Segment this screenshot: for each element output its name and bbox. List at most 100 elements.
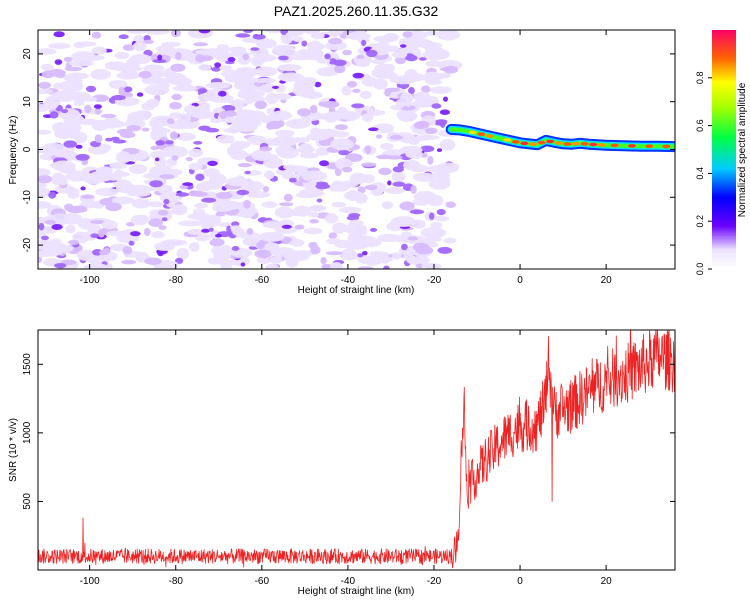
- noise-blob: [175, 84, 196, 92]
- noise-blob: [298, 143, 314, 156]
- signal-hotspot: [511, 140, 520, 144]
- colorbar-label: Normalized spectral amplitude: [737, 82, 748, 217]
- noise-blob: [205, 82, 231, 89]
- noise-blob: [272, 85, 279, 89]
- noise-blob: [429, 86, 452, 94]
- noise-blob: [106, 230, 128, 237]
- noise-blob: [94, 134, 103, 143]
- noise-blob: [409, 209, 425, 215]
- noise-blob: [227, 99, 254, 105]
- noise-blob: [293, 79, 314, 91]
- noise-blob: [357, 253, 364, 258]
- noise-blob: [227, 57, 236, 62]
- noise-blob: [330, 138, 354, 151]
- noise-blob: [364, 184, 378, 191]
- noise-blob: [364, 145, 372, 154]
- noise-blob: [148, 218, 164, 228]
- noise-blob: [171, 155, 179, 161]
- noise-blob: [51, 160, 76, 172]
- x-tick-label: -20: [427, 576, 442, 587]
- noise-blob: [383, 265, 390, 269]
- noise-blob: [309, 218, 319, 224]
- noise-blob: [391, 252, 402, 260]
- noise-blob: [111, 94, 126, 101]
- noise-blob: [370, 59, 387, 64]
- noise-blob: [360, 162, 377, 167]
- noise-blob: [413, 191, 438, 203]
- noise-blob: [38, 129, 52, 135]
- noise-blob: [243, 199, 251, 209]
- colorbar-tick-label: 0.4: [695, 167, 705, 180]
- noise-blob: [61, 259, 77, 265]
- noise-blob: [443, 96, 448, 102]
- noise-blob: [67, 76, 83, 87]
- noise-blob: [378, 167, 392, 176]
- noise-blob: [177, 220, 204, 227]
- noise-blob: [421, 85, 431, 93]
- noise-blob: [310, 32, 325, 40]
- noise-blob: [316, 67, 338, 77]
- noise-blob: [215, 233, 222, 238]
- noise-blob: [366, 49, 378, 58]
- noise-blob: [245, 181, 265, 192]
- noise-blob: [193, 42, 209, 47]
- noise-blob: [84, 104, 92, 113]
- noise-blob: [162, 168, 183, 176]
- noise-blob: [126, 58, 139, 66]
- noise-blob: [324, 53, 331, 60]
- noise-blob: [48, 42, 71, 50]
- noise-blob: [109, 161, 128, 170]
- noise-blob: [425, 60, 442, 68]
- x-tick-label: -20: [427, 275, 442, 286]
- noise-blob: [254, 100, 267, 110]
- x-tick-label: 0: [517, 275, 523, 286]
- noise-blob: [408, 87, 415, 95]
- snr-x-axis-label: Height of straight line (km): [298, 586, 415, 597]
- noise-blob: [299, 152, 319, 159]
- noise-blob: [261, 201, 278, 209]
- noise-blob: [400, 73, 427, 82]
- signal-hotspot: [546, 139, 555, 144]
- noise-blob: [225, 201, 244, 210]
- noise-blob: [68, 60, 94, 67]
- noise-blob: [161, 217, 168, 222]
- noise-blob: [170, 63, 186, 72]
- noise-blob: [402, 106, 409, 111]
- signal-hotspot: [597, 143, 606, 147]
- noise-blob: [287, 210, 303, 217]
- noise-blob: [195, 49, 217, 55]
- x-tick-label: -40: [341, 275, 356, 286]
- noise-blob: [439, 109, 450, 115]
- noise-blob: [242, 237, 259, 246]
- noise-blob: [145, 30, 170, 35]
- noise-blob: [258, 231, 285, 242]
- signal-hotspot: [610, 143, 619, 148]
- noise-blob: [54, 59, 63, 65]
- noise-blob: [365, 260, 378, 266]
- noise-blob: [285, 31, 298, 38]
- noise-blob: [144, 257, 162, 265]
- noise-blob: [368, 127, 379, 132]
- noise-blob: [175, 257, 184, 264]
- noise-blob: [80, 194, 95, 199]
- noise-blob: [42, 142, 65, 154]
- noise-blob: [347, 189, 358, 202]
- noise-blob: [435, 119, 448, 124]
- noise-blob: [405, 53, 414, 57]
- colorbar-gradient: [712, 30, 736, 269]
- colorbar: 0.0 0.2 0.4 0.6 0.8 Normalized spectral ampl…: [695, 30, 748, 275]
- signal-hotspot: [628, 144, 636, 148]
- noise-blob: [38, 48, 57, 55]
- noise-blob: [219, 65, 233, 71]
- noise-blob: [244, 170, 251, 175]
- noise-blob: [308, 241, 318, 249]
- noise-blob: [67, 187, 80, 199]
- noise-blob: [437, 246, 453, 254]
- noise-blob: [41, 235, 49, 241]
- noise-blob: [308, 211, 320, 218]
- noise-blob: [274, 129, 295, 137]
- noise-blob: [263, 156, 283, 169]
- noise-blob: [73, 41, 86, 49]
- noise-blob: [155, 140, 166, 146]
- noise-blob: [231, 246, 240, 251]
